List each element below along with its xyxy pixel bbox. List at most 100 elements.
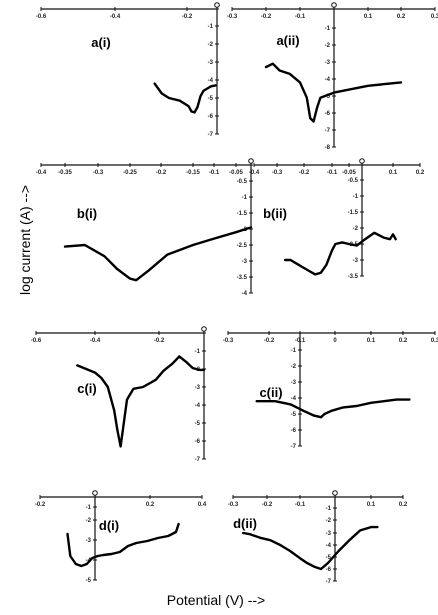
y-tick-label: -4: [242, 291, 248, 297]
y-tick-label: -6: [208, 114, 214, 120]
y-tick-label: -1.5: [237, 211, 248, 217]
y-tick-label: -1: [326, 506, 332, 512]
x-tick-label: 0.2: [399, 338, 408, 344]
x-tick-label: -0.05: [342, 170, 356, 176]
x-tick-label: -0.25: [123, 170, 137, 176]
panel-label: b(ii): [263, 206, 287, 221]
x-tick-label: -0.1: [295, 14, 306, 20]
data-series-line: [242, 525, 379, 571]
y-tick-label: -1: [208, 24, 214, 30]
panel-label: c(i): [77, 381, 97, 396]
data-series-line: [283, 231, 397, 276]
y-tick-label: -0.5: [348, 178, 359, 184]
x-tick-label: -0.2: [264, 338, 275, 344]
y-tick-label: -6: [325, 111, 331, 117]
x-tick-label: -0.3: [93, 170, 104, 176]
panel-label: d(i): [99, 518, 119, 533]
data-series-line: [264, 62, 403, 123]
x-tick-label: -0.4: [110, 14, 121, 20]
y-tick-label: -6: [326, 567, 332, 573]
y-tick-label: -1: [291, 348, 297, 354]
x-tick-label: -0.1: [295, 338, 306, 344]
y-tick-label: -5: [195, 421, 201, 427]
x-tick-label: -0.4: [249, 170, 260, 176]
x-tick-label: -0.1: [327, 170, 338, 176]
x-tick-label: -0.6: [36, 14, 47, 20]
y-tick-label: -5: [326, 555, 332, 561]
y-tick-label: -7: [291, 444, 297, 450]
x-tick-label: 0.2: [397, 14, 406, 20]
y-tick-label: -3.5: [348, 274, 359, 280]
y-tick-label: -2: [326, 518, 332, 524]
x-tick-label: 0.1: [367, 502, 376, 508]
y-tick-label: -7: [208, 132, 214, 138]
y-tick-label: -4: [208, 78, 214, 84]
panel-ai: -0.6 -0.4 -0.2 -1 -2 -3 -4 -5 -6 -7 a(i): [36, 2, 220, 138]
data-series-line: [255, 398, 411, 419]
y-tick-label: -4: [325, 77, 331, 83]
x-tick-label: 0.1: [389, 170, 398, 176]
x-tick-label: -0.2: [182, 14, 193, 20]
panel-bi: -0.4 -0.35 -0.3 -0.25 -0.2 -0.15 -0.1 -0.05 -0.5…: [36, 158, 254, 297]
origin-marker: [332, 490, 338, 496]
x-tick-label: 0.2: [146, 502, 155, 508]
panel-label: b(i): [77, 206, 97, 221]
y-tick-label: -6: [195, 439, 201, 445]
origin-marker: [359, 158, 365, 164]
x-tick-label: -0.2: [35, 502, 46, 508]
y-tick-label: -5: [325, 94, 331, 100]
y-tick-label: -0.5: [237, 179, 248, 185]
y-tick-label: -3: [325, 60, 331, 66]
x-axis-title: Potential (V) -->: [167, 592, 265, 608]
data-series-line: [76, 355, 206, 448]
origin-marker: [92, 490, 98, 496]
y-tick-label: -8: [325, 145, 331, 151]
x-tick-label: -0.35: [58, 170, 72, 176]
y-tick-label: -5: [291, 412, 297, 418]
y-tick-label: -6: [291, 428, 297, 434]
x-tick-label: 0.4: [198, 502, 207, 508]
y-tick-label: -3: [242, 259, 248, 265]
x-tick-label: 0.1: [367, 338, 376, 344]
y-tick-label: -1: [242, 195, 248, 201]
origin-marker: [201, 326, 207, 332]
y-tick-label: -2: [325, 43, 331, 49]
y-tick-label: -2.5: [237, 243, 248, 249]
panel-ci: -0.6 -0.4 -0.2-1-2-3-4-5-6-7c(i): [31, 326, 207, 463]
y-tick-label: -2: [208, 42, 214, 48]
x-tick-label: -0.6: [31, 338, 42, 344]
x-tick-label: -0.3: [228, 502, 239, 508]
x-tick-label: -0.3: [227, 14, 238, 20]
x-tick-label: -0.1: [209, 170, 220, 176]
panel-cii: -0.3 -0.2 -0.1 0 0.1 0.2 0.3 -1 -2 -3 -4 -5 -6 -7 c(ii…: [223, 331, 438, 450]
y-tick-label: -7: [325, 128, 331, 134]
x-tick-label: -0.3: [272, 170, 283, 176]
x-tick-label: -0.4: [90, 338, 101, 344]
y-tick-label: -1: [325, 26, 331, 32]
y-tick-label: -2: [353, 226, 359, 232]
x-tick-label: -0.3: [223, 338, 234, 344]
data-series-line: [63, 226, 253, 282]
y-tick-label: -4: [326, 543, 332, 549]
y-tick-label: -3: [353, 258, 359, 264]
x-tick-label: -0.05: [229, 170, 243, 176]
panel-label: a(ii): [276, 33, 299, 48]
y-tick-label: -5: [86, 578, 92, 584]
y-tick-label: -4: [291, 396, 297, 402]
x-tick-label: 0.2: [416, 170, 425, 176]
y-tick-label: -7: [195, 457, 201, 463]
y-tick-label: -3.5: [237, 275, 248, 281]
x-tick-label: 0.1: [364, 14, 373, 20]
x-tick-label: 0.3: [431, 338, 438, 344]
y-tick-label: -2: [86, 518, 92, 524]
origin-marker: [331, 2, 337, 8]
panel-label: a(i): [91, 35, 111, 50]
x-tick-label: -0.2: [262, 502, 273, 508]
y-tick-label: -3: [326, 531, 332, 537]
y-tick-label: -5: [208, 96, 214, 102]
panel-label: d(ii): [233, 516, 257, 531]
x-tick-label: -0.2: [299, 170, 310, 176]
panel-di: -0.2 0.2 0.4-1-2-3-4-5d(i): [35, 490, 207, 584]
x-tick-label: -0.1: [295, 502, 306, 508]
